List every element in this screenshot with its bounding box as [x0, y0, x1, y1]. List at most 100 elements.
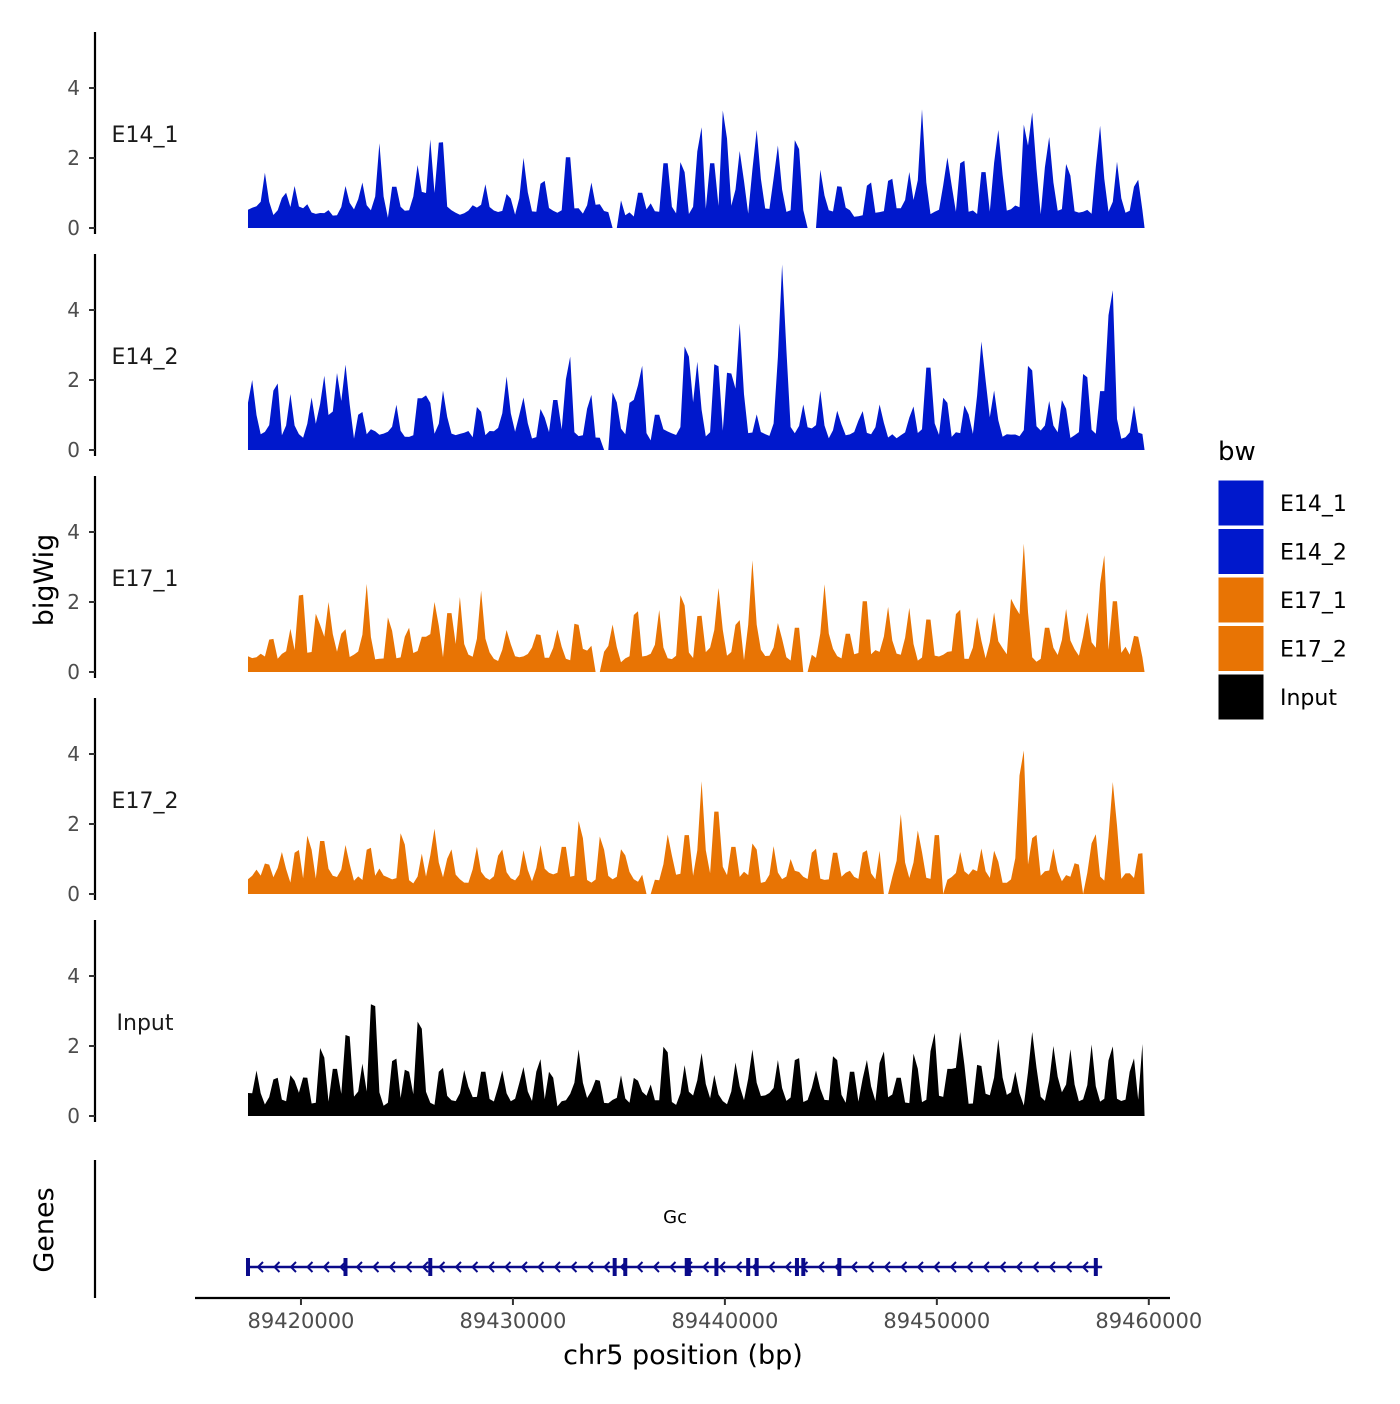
strand-arrow: [372, 1261, 380, 1273]
exon-mark: [684, 1258, 689, 1276]
track-label: E14_1: [112, 123, 179, 148]
track-label: Input: [117, 1011, 174, 1036]
strand-arrow: [306, 1261, 314, 1273]
y-tick-label: 2: [67, 1034, 80, 1058]
y-tick-label: 2: [67, 146, 80, 170]
strand-arrow: [1015, 1261, 1023, 1273]
coverage-area-Input: [247, 1004, 1145, 1116]
strand-arrow: [982, 1261, 990, 1273]
x-tick-label: 89420000: [248, 1309, 355, 1333]
strand-arrow: [520, 1261, 528, 1273]
x-tick-label: 89460000: [1095, 1309, 1202, 1333]
strand-arrow: [768, 1261, 776, 1273]
strand-arrow: [900, 1261, 908, 1273]
strand-arrow: [355, 1261, 363, 1273]
y-tick-label: 4: [67, 742, 80, 766]
coverage-area-E17_1: [247, 543, 1145, 672]
strand-arrow: [273, 1261, 281, 1273]
y-tick-label: 4: [67, 520, 80, 544]
track-E17_2: 0 2 4 E17_2: [67, 698, 1145, 906]
strand-arrow: [405, 1261, 413, 1273]
legend-item-label: E14_2: [1280, 541, 1347, 566]
y-tick-label: 4: [67, 76, 80, 100]
track-label: E17_2: [112, 789, 179, 814]
strand-arrow: [669, 1261, 677, 1273]
exon-mark: [754, 1258, 759, 1276]
strand-arrow: [652, 1261, 660, 1273]
strand-arrow: [603, 1261, 611, 1273]
strand-arrow: [784, 1261, 792, 1273]
exon-mark: [623, 1258, 628, 1276]
strand-arrow: [537, 1261, 545, 1273]
genes-axis-title: Genes: [29, 1187, 60, 1272]
strand-arrow: [256, 1261, 264, 1273]
coverage-area-E17_2: [247, 750, 1145, 894]
strand-arrow: [570, 1261, 578, 1273]
legend-swatch: [1217, 673, 1265, 721]
y-tick-label: 0: [67, 1104, 80, 1128]
strand-arrow: [471, 1261, 479, 1273]
gene-name-label: Gc: [663, 1207, 687, 1228]
strand-arrow: [553, 1261, 561, 1273]
y-tick-label: 4: [67, 964, 80, 988]
x-tick-label: 89430000: [459, 1309, 566, 1333]
legend-title: bw: [1218, 437, 1256, 467]
y-tick-label: 0: [67, 438, 80, 462]
strand-arrow: [636, 1261, 644, 1273]
strand-arrow: [322, 1261, 330, 1273]
exon-mark: [794, 1258, 799, 1276]
strand-arrow: [504, 1261, 512, 1273]
legend-swatch: [1217, 528, 1265, 575]
strand-arrow: [933, 1261, 941, 1273]
strand-arrow: [1032, 1261, 1040, 1273]
coverage-area-E14_2: [247, 264, 1145, 450]
exon-mark: [746, 1258, 751, 1276]
strand-arrow: [454, 1261, 462, 1273]
y-tick-label: 4: [67, 298, 80, 322]
y-axis-title: bigWig: [29, 534, 60, 627]
strand-arrow: [850, 1261, 858, 1273]
strand-arrow: [289, 1261, 297, 1273]
y-tick-label: 0: [67, 882, 80, 906]
strand-arrow: [718, 1261, 726, 1273]
legend: bw E14_1 E14_2 E17_1 E17_2 Input: [1217, 437, 1347, 721]
strand-arrow: [438, 1261, 446, 1273]
strand-arrow: [421, 1261, 429, 1273]
y-tick-label: 2: [67, 590, 80, 614]
genes-panel: Gc: [93, 1160, 1103, 1298]
x-tick-label: 89450000: [883, 1309, 990, 1333]
exon-mark: [714, 1258, 719, 1276]
strand-arrow: [867, 1261, 875, 1273]
strand-arrow: [966, 1261, 974, 1273]
exon-mark: [245, 1258, 250, 1276]
strand-arrow: [735, 1261, 743, 1273]
strand-arrow: [487, 1261, 495, 1273]
exon-mark: [1093, 1258, 1098, 1276]
gene-Gc: Gc: [245, 1207, 1103, 1276]
strand-arrow: [817, 1261, 825, 1273]
track-E14_2: 0 2 4 E14_2: [67, 254, 1145, 462]
strand-arrow: [999, 1261, 1007, 1273]
x-axis-title: chr5 position (bp): [563, 1340, 803, 1371]
y-tick-label: 0: [67, 216, 80, 240]
x-axis: 89420000 89430000 89440000 89450000 89460000: [195, 1296, 1202, 1333]
coverage-area-E14_1: [247, 109, 1145, 228]
exon-mark: [343, 1258, 348, 1276]
strand-arrow: [1081, 1261, 1089, 1273]
y-tick-label: 2: [67, 368, 80, 392]
track-E14_1: 0 2 4 E14_1: [67, 32, 1145, 240]
legend-item-label: E14_1: [1280, 492, 1347, 517]
legend-item-label: E17_2: [1280, 638, 1347, 663]
legend-item-label: E17_1: [1280, 589, 1347, 614]
strand-arrow: [916, 1261, 924, 1273]
strand-arrow: [388, 1261, 396, 1273]
legend-swatch: [1217, 625, 1265, 672]
exon-mark: [801, 1258, 806, 1276]
exon-mark: [612, 1258, 617, 1276]
tracks-layer: 0 2 4 E14_1 0 2 4 E14_2 0 2 4 E17_1 0 2 4 E17_2 0 2 4 Input: [67, 32, 1145, 1128]
track-label: E14_2: [112, 345, 179, 370]
legend-swatch: [1217, 479, 1265, 527]
strand-arrow: [702, 1261, 710, 1273]
legend-item-label: Input: [1280, 686, 1337, 711]
